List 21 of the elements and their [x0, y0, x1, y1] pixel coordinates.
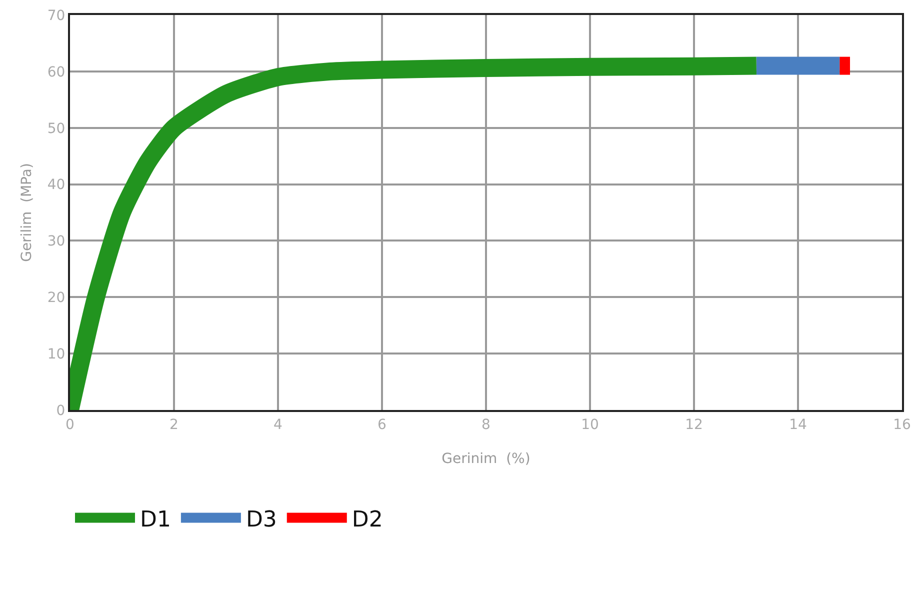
x-tick-label: 14 — [789, 416, 807, 433]
y-tick-label: 60 — [47, 64, 66, 80]
x-tick-label: 16 — [893, 416, 911, 433]
y-tick-label: 10 — [47, 346, 66, 362]
y-tick-label: 0 — [56, 402, 66, 419]
y-tick-label: 70 — [47, 8, 66, 24]
legend-label: D3 — [246, 507, 277, 532]
y-tick-label: 20 — [47, 290, 66, 306]
x-tick-label: 4 — [274, 416, 283, 433]
y-axis-title: Gerilim (MPa) — [19, 163, 35, 262]
legend-label: D2 — [352, 507, 383, 532]
x-tick-label: 2 — [170, 416, 178, 433]
x-tick-label: 10 — [581, 416, 599, 433]
y-tick-label: 30 — [47, 234, 66, 250]
x-tick-label: 6 — [378, 416, 387, 433]
legend-label: D1 — [140, 507, 171, 532]
x-tick-label: 12 — [685, 416, 703, 433]
x-axis-title: Gerinim (%) — [442, 451, 530, 467]
x-tick-label: 8 — [482, 416, 490, 433]
y-tick-label: 40 — [47, 177, 66, 194]
y-tick-label: 50 — [47, 120, 66, 137]
